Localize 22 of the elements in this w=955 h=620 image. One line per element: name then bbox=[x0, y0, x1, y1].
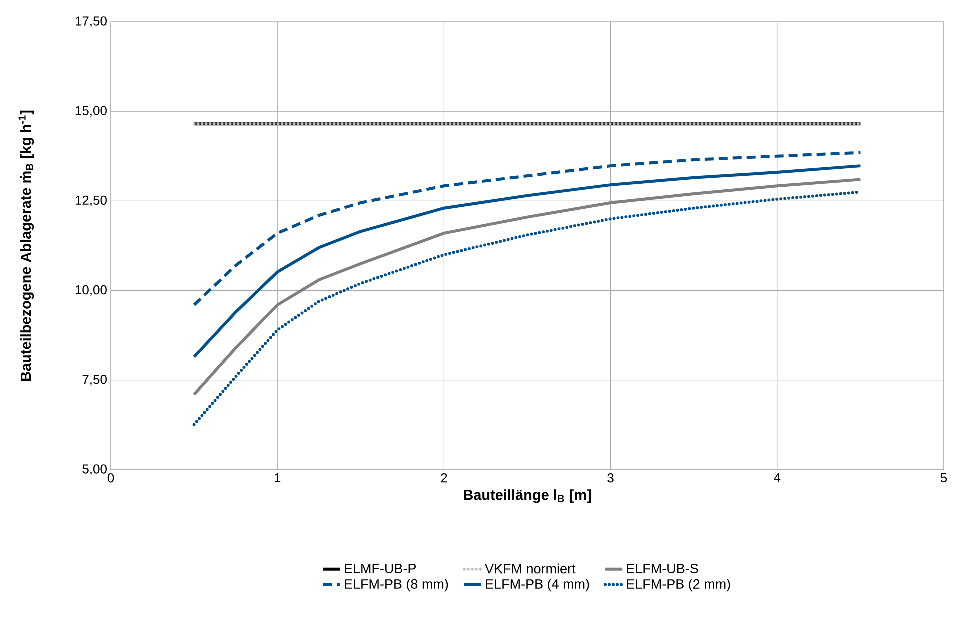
y-tick-label: 12,50 bbox=[76, 196, 107, 207]
legend-label: ELFM-PB (8 mm) bbox=[345, 579, 448, 592]
legend-label: VKFM normiert bbox=[485, 564, 576, 574]
line-series bbox=[192, 178, 862, 396]
x-tick-label: 1 bbox=[274, 474, 281, 482]
y-tick-label: 10,00 bbox=[76, 285, 107, 296]
x-tick-label: 0 bbox=[108, 474, 114, 483]
legend-label: ELFM-PB (4 mm) bbox=[486, 579, 590, 592]
legend-label: ELFM-PB (2 mm) bbox=[627, 579, 730, 592]
y-tick-label: 7,50 bbox=[82, 375, 107, 386]
y-tick-label: 15,00 bbox=[76, 106, 107, 117]
x-tick-label: 2 bbox=[441, 474, 448, 483]
legend-label: ELMF-UB-P bbox=[345, 564, 416, 574]
x-tick-label: 5 bbox=[940, 474, 948, 483]
x-tick-label: 4 bbox=[774, 474, 781, 482]
y-axis-title: Bauteilbezogene Ablagerate ṁ$_{B}$ [kg h$^{-1}$] bbox=[18, 110, 34, 381]
line-series bbox=[192, 164, 862, 359]
y-tick-label: 5,00 bbox=[82, 464, 107, 476]
legend-label: ELFM-UB-S bbox=[627, 564, 698, 574]
x-tick-label: 3 bbox=[608, 474, 614, 483]
x-axis-title: Bauteillänge l$_{B}$ [m] bbox=[464, 490, 592, 504]
y-tick-label: 17,50 bbox=[76, 16, 107, 28]
